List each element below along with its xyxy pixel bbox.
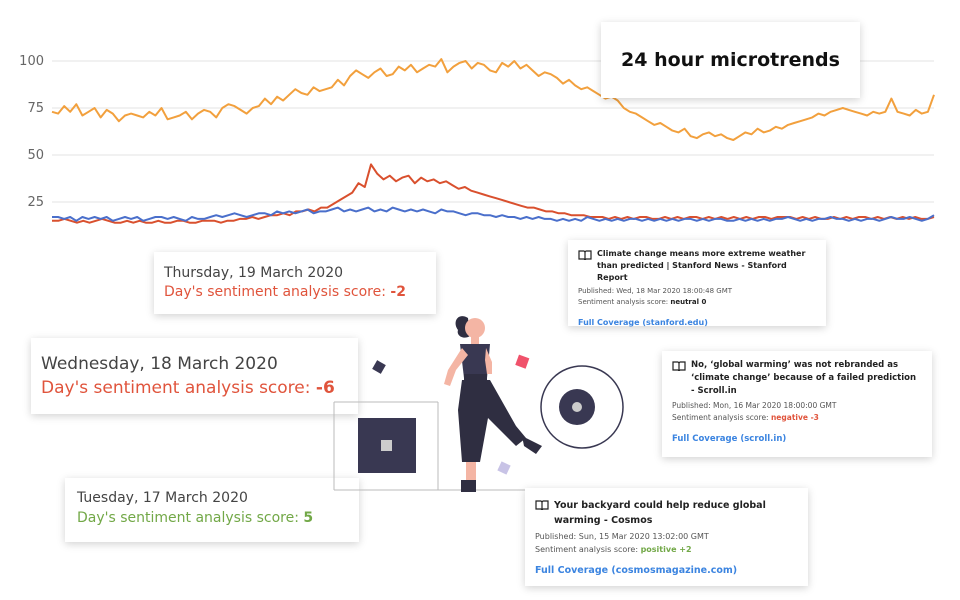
series-line-1 <box>52 163 935 224</box>
full-coverage-link[interactable]: Full Coverage (scroll.in) <box>672 434 787 444</box>
day-score-line: Day's sentiment analysis score: -2 <box>164 284 436 300</box>
y-tick-label: 25 <box>27 195 44 210</box>
news-sentiment-value: neutral 0 <box>670 298 707 306</box>
day-score-label: Day's sentiment analysis score: <box>164 284 391 300</box>
news-card: No, ‘global warming’ was not rebranded a… <box>662 351 932 457</box>
news-published: Published: Mon, 16 Mar 2020 18:00:00 GMT <box>672 401 837 410</box>
y-tick-label: 100 <box>19 54 44 69</box>
page-title: 24 hour microtrends <box>621 49 840 71</box>
belt <box>464 374 487 380</box>
day-date: Tuesday, 17 March 2020 <box>77 490 248 506</box>
day-score-label: Day's sentiment analysis score: <box>77 510 304 526</box>
series-line-2 <box>52 206 935 222</box>
news-sentiment-label: Sentiment analysis score: <box>535 545 641 554</box>
person-illustration <box>333 316 624 492</box>
person-figure <box>444 316 542 492</box>
day-date: Wednesday, 18 March 2020 <box>41 354 278 374</box>
neck <box>471 336 479 344</box>
book-icon <box>672 361 686 371</box>
chart-series <box>51 58 935 224</box>
dark-diamond <box>372 360 386 374</box>
news-headline: Your backyard could help reduce global w… <box>554 500 766 526</box>
microtrends-chart: 100 75 50 25 <box>19 54 935 224</box>
day-score-value: -6 <box>315 378 335 398</box>
series-line-0 <box>51 58 935 141</box>
day-score-line: Day's sentiment analysis score: -6 <box>41 378 358 398</box>
news-sentiment: Sentiment analysis score: negative -3 <box>672 413 922 422</box>
news-headline-row: Your backyard could help reduce global w… <box>535 498 798 528</box>
full-coverage-link[interactable]: Full Coverage (stanford.edu) <box>578 318 708 327</box>
book-icon <box>578 250 592 260</box>
news-headline: No, ‘global warming’ was not rebranded a… <box>691 360 917 396</box>
torso <box>460 344 490 378</box>
day-score-value: -2 <box>390 284 406 300</box>
news-sentiment-label: Sentiment analysis score: <box>578 298 671 306</box>
day-date: Thursday, 19 March 2020 <box>164 265 344 281</box>
pants <box>458 380 526 462</box>
news-sentiment: Sentiment analysis score: positive +2 <box>535 545 798 554</box>
target-ring <box>540 365 624 449</box>
news-headline: Climate change means more extreme weathe… <box>597 249 806 282</box>
right-arm <box>485 348 492 374</box>
news-sentiment: Sentiment analysis score: neutral 0 <box>578 298 816 306</box>
news-published: Published: Wed, 18 Mar 2020 18:00:48 GMT <box>578 287 733 295</box>
full-coverage-link[interactable]: Full Coverage (cosmosmagazine.com) <box>535 565 738 576</box>
news-headline-row: Climate change means more extreme weathe… <box>578 248 816 284</box>
y-axis-ticks: 100 75 50 25 <box>19 54 44 210</box>
day-card-tuesday: Tuesday, 17 March 2020 Day's sentiment a… <box>65 478 359 542</box>
day-card-thursday: Thursday, 19 March 2020 Day's sentiment … <box>154 252 436 314</box>
shoe-left <box>461 480 476 492</box>
news-sentiment-value: positive +2 <box>640 545 692 554</box>
day-score-label: Day's sentiment analysis score: <box>41 378 316 398</box>
news-sentiment-label: Sentiment analysis score: <box>672 413 771 422</box>
left-arm <box>444 348 468 386</box>
day-score-value: 5 <box>303 510 314 526</box>
foot-right <box>522 436 542 454</box>
news-card: Climate change means more extreme weathe… <box>568 240 826 327</box>
news-card: Your backyard could help reduce global w… <box>525 488 808 586</box>
leg-left <box>466 462 476 480</box>
news-headline-row: No, ‘global warming’ was not rebranded a… <box>672 359 922 398</box>
book-icon <box>535 500 549 510</box>
news-sentiment-value: negative -3 <box>770 413 819 422</box>
title-card: 24 hour microtrends <box>601 22 860 98</box>
target-center <box>572 402 582 412</box>
grey-square <box>381 440 392 451</box>
day-score-line: Day's sentiment analysis score: 5 <box>77 510 359 526</box>
news-published: Published: Sun, 15 Mar 2020 13:02:00 GMT <box>535 532 709 541</box>
y-tick-label: 50 <box>27 148 44 163</box>
head <box>465 318 485 338</box>
day-card-wednesday: Wednesday, 18 March 2020 Day's sentiment… <box>31 338 358 414</box>
y-tick-label: 75 <box>27 101 44 116</box>
lavender-diamond <box>497 461 511 475</box>
pink-diamond <box>515 354 530 369</box>
